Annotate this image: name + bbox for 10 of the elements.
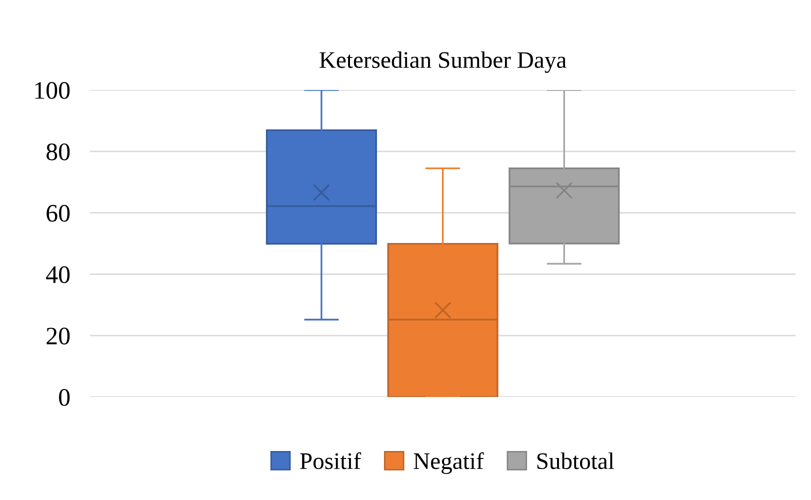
- y-tick-label: 60: [46, 204, 70, 222]
- y-tick-label: 0: [59, 389, 70, 406]
- y-tick-label: 80: [46, 143, 70, 160]
- legend-label: Positif: [300, 452, 362, 470]
- y-tick-label: 100: [35, 82, 70, 99]
- legend-label: Subtotal: [537, 452, 614, 470]
- chart-title: Ketersedian Sumber Daya: [320, 51, 566, 73]
- y-tick-label: 40: [46, 266, 70, 284]
- legend-label: Negatif: [414, 452, 484, 474]
- y-tick-label: 20: [46, 328, 70, 345]
